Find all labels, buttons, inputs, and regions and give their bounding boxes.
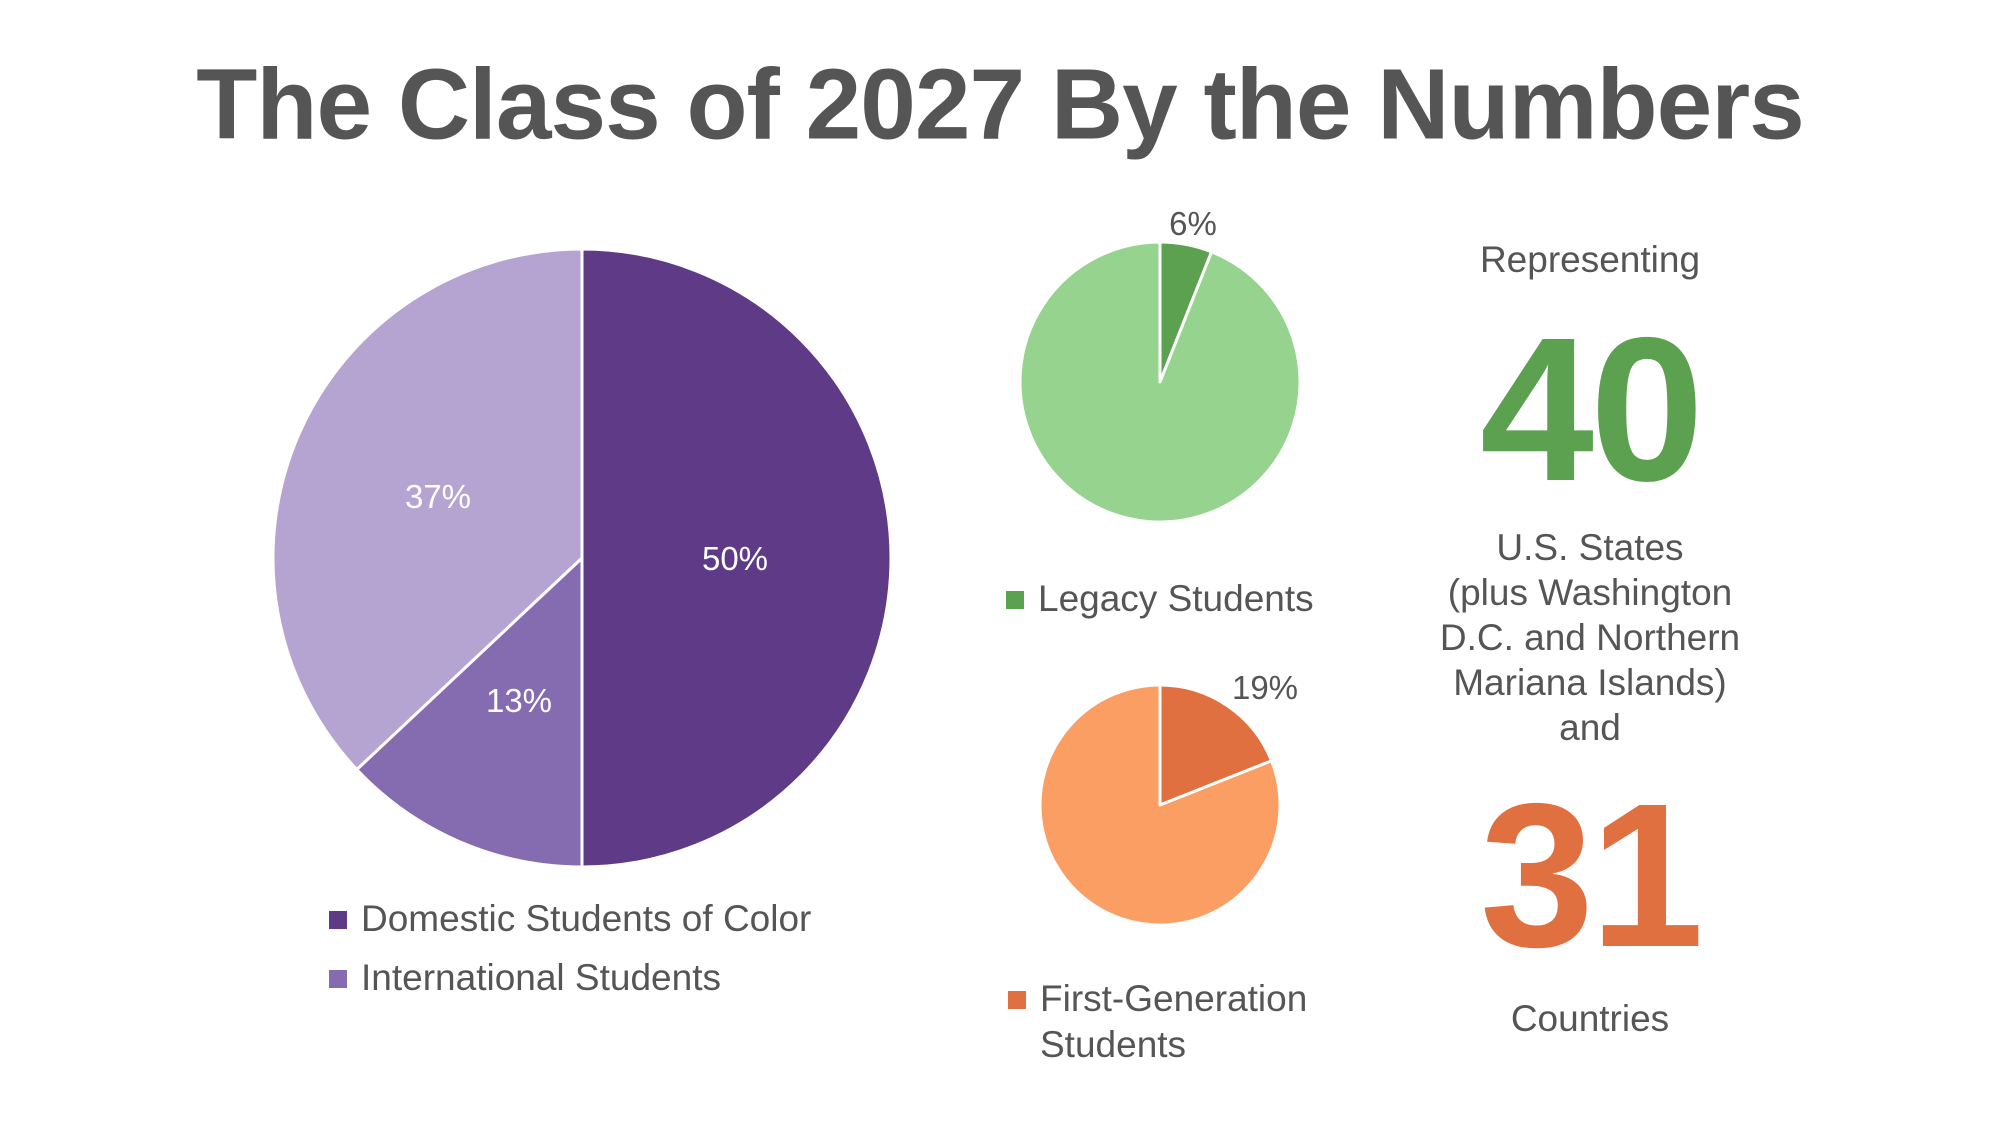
pie-slice-0-1 <box>355 556 584 869</box>
legend-item-legacy: Legacy Students <box>1006 576 1314 622</box>
page-title: The Class of 2027 By the Numbers <box>196 48 1804 161</box>
states-number: 40 <box>1479 295 1704 524</box>
slice-label-legacy: 6% <box>1169 205 1217 242</box>
slice-label-first-gen: 19% <box>1231 669 1299 706</box>
pie-slice-0-2 <box>271 247 584 772</box>
slice-label-domestic: 50% <box>701 540 769 577</box>
legend-label: Domestic Students of Color <box>361 898 812 939</box>
pie-slice-1-1 <box>1018 240 1302 524</box>
states-description: U.S. States (plus Washington D.C. and No… <box>1439 527 1741 748</box>
legend-swatch <box>1006 591 1024 609</box>
pie-slice-2-0 <box>1158 683 1274 807</box>
legend-swatch <box>329 911 347 929</box>
legend-label: International Students <box>361 957 721 998</box>
slice-label-37: 37% <box>404 478 472 515</box>
legend-item-domestic: Domestic Students of Color <box>329 896 811 942</box>
slice-label-13: 13% <box>485 682 553 719</box>
legend-swatch <box>329 970 347 988</box>
legend-swatch <box>1008 991 1026 1009</box>
legend-item-first-gen: First-Generation Students <box>1008 976 1307 1068</box>
pie-slice-2-1 <box>1038 683 1282 927</box>
countries-number: 31 <box>1479 761 1704 990</box>
legend-label: First-Generation Students <box>1040 978 1308 1065</box>
legend-item-international: International Students <box>329 955 721 1001</box>
pie-slice-0-0 <box>580 247 893 869</box>
legend-label: Legacy Students <box>1038 578 1314 619</box>
countries-label: Countries <box>1510 998 1670 1039</box>
representing-label: Representing <box>1479 239 1701 280</box>
